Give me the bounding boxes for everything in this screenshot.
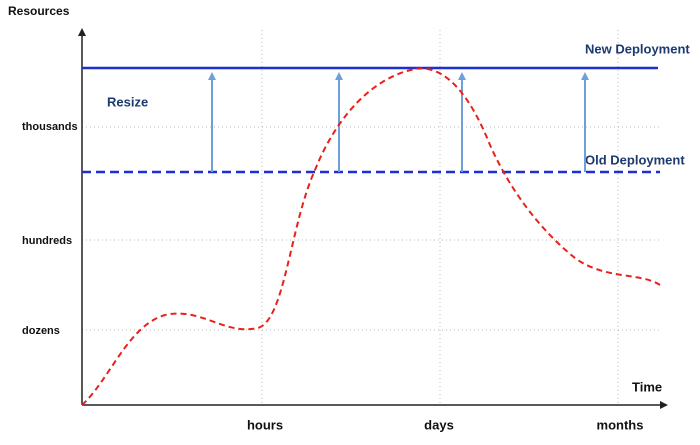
y-label: thousands xyxy=(22,121,78,133)
x-axis-title: Time xyxy=(632,379,662,394)
resize-label: Resize xyxy=(107,94,148,109)
new-deployment-label: New Deployment xyxy=(585,41,690,56)
x-label: hours xyxy=(247,417,283,432)
old-deployment-label: Old Deployment xyxy=(585,152,685,167)
grid xyxy=(82,30,660,405)
y-axis-title: Resources xyxy=(8,4,70,18)
x-label: days xyxy=(424,417,454,432)
demand-curve xyxy=(81,67,661,406)
y-label: dozens xyxy=(22,325,60,337)
y-label: hundreds xyxy=(22,235,72,247)
x-label: months xyxy=(597,417,644,432)
